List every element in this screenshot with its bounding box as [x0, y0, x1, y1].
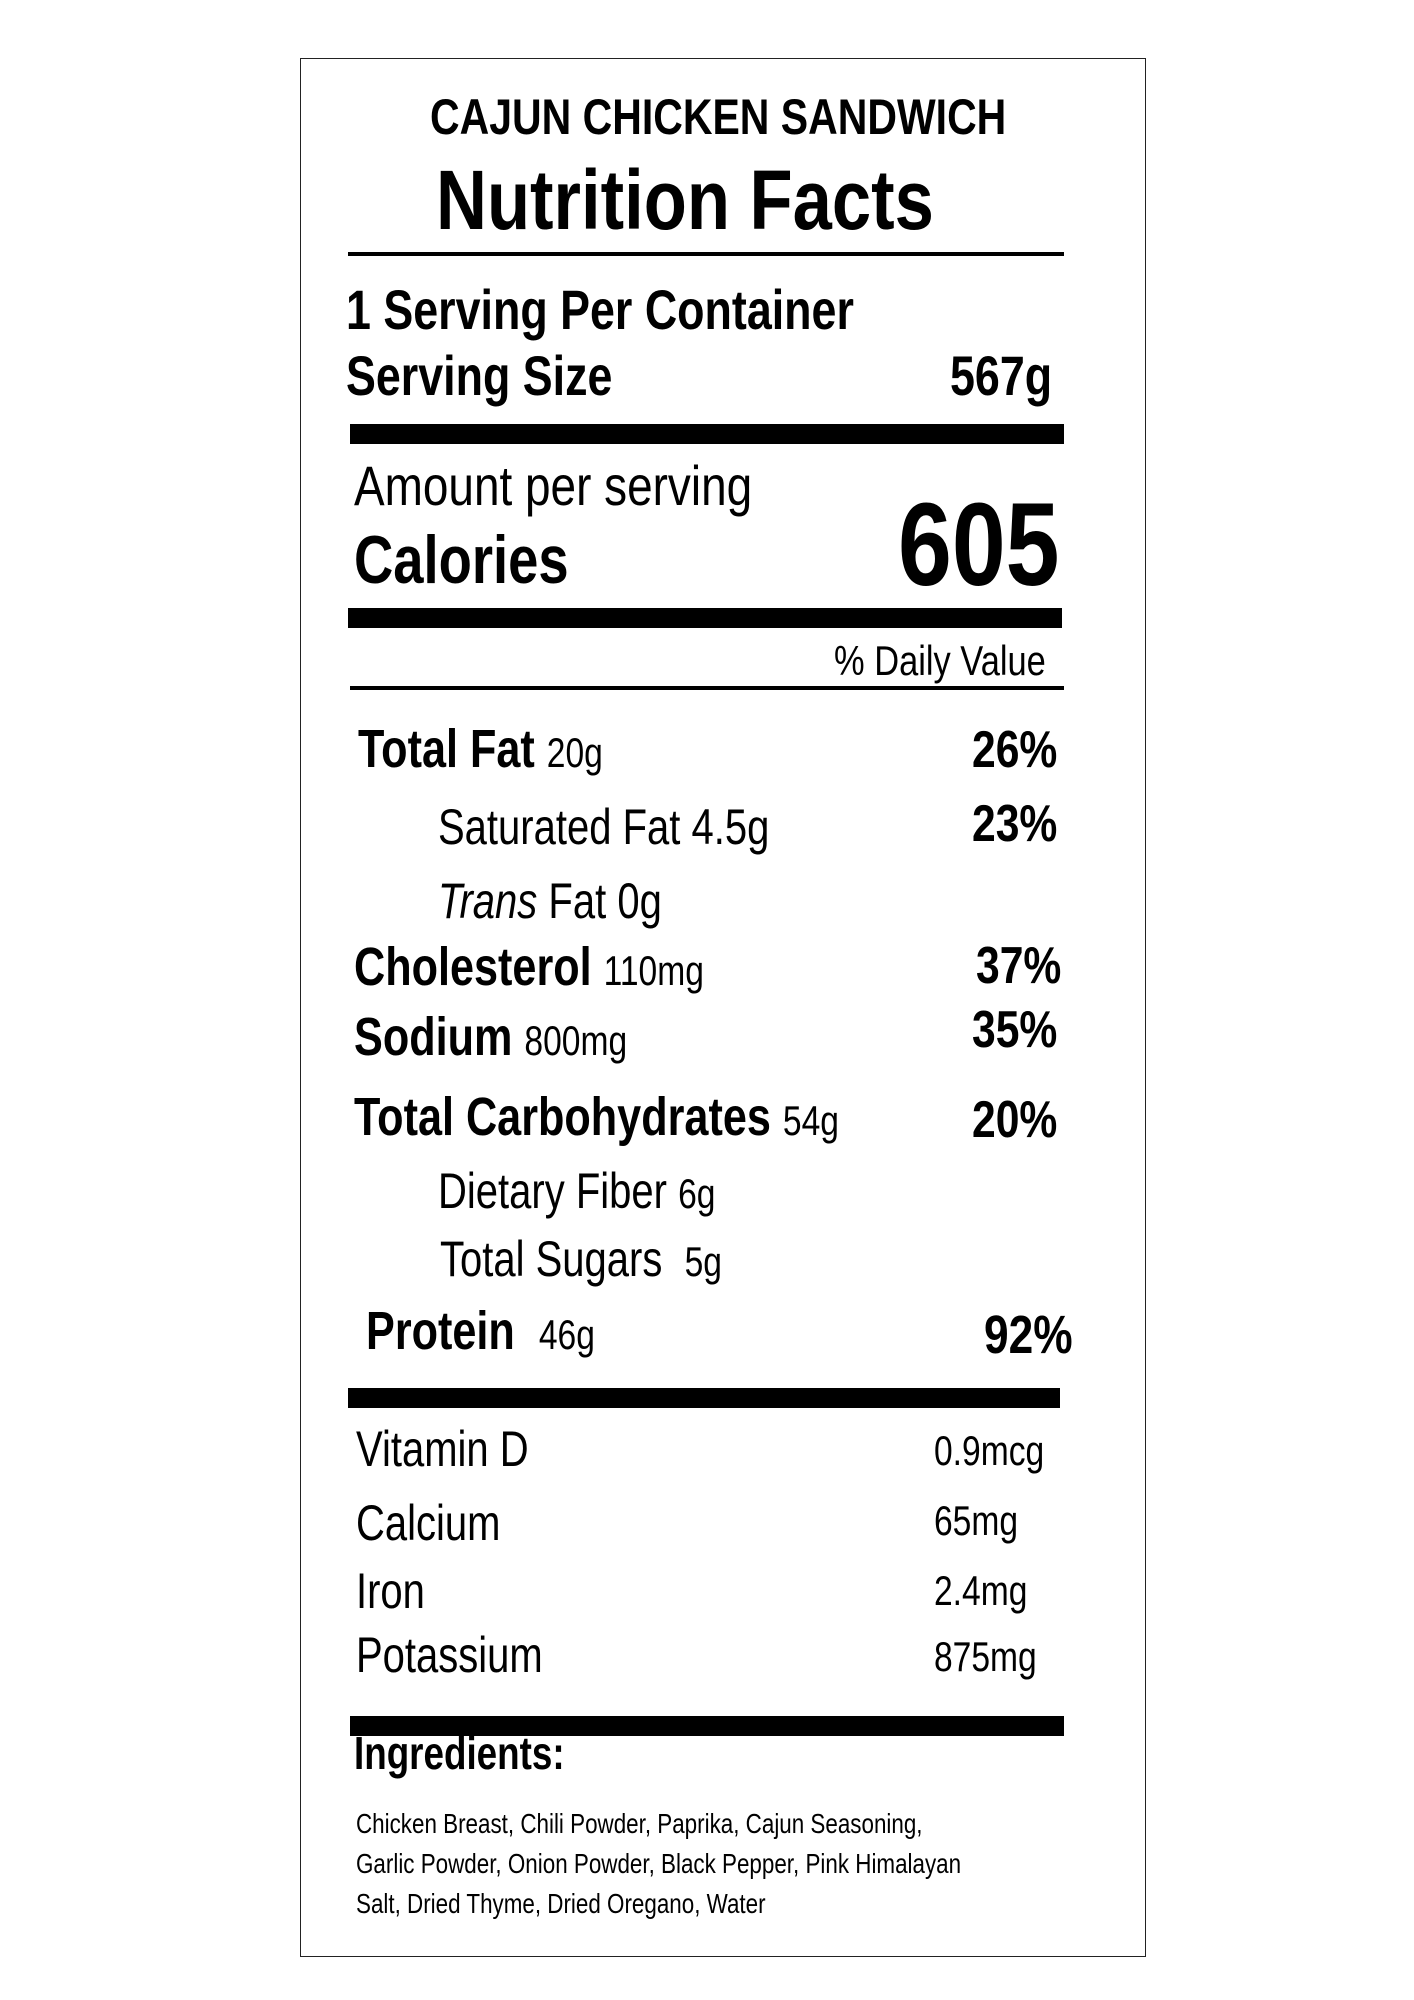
ingredients-heading-text: Ingredients: — [354, 1727, 565, 1779]
thick-divider-4 — [350, 1716, 1064, 1736]
trans-fat-row: Trans Fat 0g — [438, 876, 718, 926]
potassium-label-text: Potassium — [356, 1627, 543, 1683]
total-carbohydrates-dv: 20% — [972, 1094, 1076, 1146]
total-carbohydrates-label: Total Carbohydrates — [354, 1087, 771, 1147]
daily-value-header: % Daily Value — [834, 640, 1092, 682]
sodium-dv-text: 35% — [972, 1001, 1058, 1059]
nutrition-label — [300, 58, 1146, 1957]
ingredients-line: Salt, Dried Thyme, Dried Oregano, Water — [356, 1888, 766, 1919]
calcium-amount: 65mg — [934, 1500, 1039, 1542]
serving-size-label-text: Serving Size — [346, 344, 613, 407]
trans-fat-label: Fat — [548, 873, 607, 929]
protein-row: Protein 46g — [366, 1304, 652, 1358]
protein-dv: 92% — [984, 1308, 1092, 1362]
trans-fat-italic: Trans — [438, 873, 538, 929]
total-carbohydrates-amount: 54g — [782, 1097, 839, 1144]
amount-per-serving: Amount per serving — [354, 458, 840, 514]
cholesterol-dv-text: 37% — [976, 937, 1062, 995]
iron-label-text: Iron — [356, 1563, 425, 1619]
total-fat-dv: 26% — [972, 724, 1076, 776]
saturated-fat-row: Saturated Fat 4.5g — [438, 802, 852, 852]
heading-text: Nutrition Facts — [436, 153, 934, 247]
potassium-label: Potassium — [356, 1630, 589, 1680]
servings-text: 1 Serving Per Container — [346, 278, 854, 341]
total-carbohydrates-row: Total Carbohydrates 54g — [354, 1090, 960, 1144]
sodium-label: Sodium — [354, 1007, 513, 1067]
cholesterol-amount: 110mg — [603, 947, 704, 994]
calcium-amount-text: 65mg — [934, 1497, 1019, 1544]
total-sugars-row: Total Sugars 5g — [440, 1234, 792, 1284]
nutrition-facts-heading: Nutrition Facts — [436, 158, 1029, 242]
calories-label: Calories — [354, 526, 622, 594]
protein-dv-text: 92% — [984, 1305, 1073, 1365]
potassium-amount: 875mg — [934, 1636, 1062, 1678]
ingredients-line: Garlic Powder, Onion Powder, Black Peppe… — [356, 1848, 962, 1879]
total-sugars-label: Total Sugars — [440, 1231, 663, 1287]
thick-divider-2 — [348, 608, 1062, 628]
trans-fat-amount: 0g — [617, 873, 662, 929]
vitamin-d-amount-text: 0.9mcg — [934, 1427, 1045, 1474]
cholesterol-dv: 37% — [976, 940, 1080, 992]
daily-value-divider — [350, 686, 1064, 690]
potassium-amount-text: 875mg — [934, 1633, 1037, 1680]
ingredients-line: Chicken Breast, Chili Powder, Paprika, C… — [356, 1808, 923, 1839]
iron-amount-text: 2.4mg — [934, 1567, 1028, 1614]
dietary-fiber-label: Dietary Fiber — [438, 1163, 667, 1219]
cholesterol-row: Cholesterol 110mg — [354, 940, 791, 994]
amount-per-serving-text: Amount per serving — [354, 454, 753, 517]
calories-label-text: Calories — [354, 522, 569, 598]
total-fat-row: Total Fat 20g — [358, 722, 664, 776]
cholesterol-label: Cholesterol — [354, 937, 592, 997]
saturated-fat-amount: 4.5g — [691, 799, 770, 855]
vitamin-d-amount: 0.9mcg — [934, 1430, 1072, 1472]
calories-value: 605 — [898, 486, 1095, 604]
protein-amount: 46g — [538, 1311, 595, 1358]
saturated-fat-dv: 23% — [972, 798, 1076, 850]
protein-label: Protein — [366, 1301, 515, 1361]
iron-amount: 2.4mg — [934, 1570, 1051, 1612]
total-carbohydrates-dv-text: 20% — [972, 1091, 1058, 1149]
iron-label: Iron — [356, 1566, 442, 1616]
total-fat-label: Total Fat — [358, 719, 535, 779]
sodium-amount: 800mg — [524, 1017, 628, 1064]
vitamin-d-label: Vitamin D — [356, 1424, 572, 1474]
saturated-fat-label: Saturated Fat — [438, 799, 681, 855]
calcium-label: Calcium — [356, 1498, 537, 1548]
ingredients-heading: Ingredients: — [354, 1730, 617, 1776]
product-name-text: CAJUN CHICKEN SANDWICH — [430, 89, 1007, 145]
total-sugars-amount: 5g — [684, 1238, 722, 1285]
sodium-row: Sodium 800mg — [354, 1010, 695, 1064]
total-fat-dv-text: 26% — [972, 721, 1058, 779]
saturated-fat-dv-text: 23% — [972, 795, 1058, 853]
serving-size-value-text: 567g — [950, 344, 1053, 407]
product-name: CAJUN CHICKEN SANDWICH — [430, 92, 1133, 142]
servings-per-container: 1 Serving Per Container — [346, 282, 981, 338]
dietary-fiber-amount: 6g — [678, 1170, 716, 1217]
thick-divider-1 — [350, 424, 1064, 444]
daily-value-header-text: % Daily Value — [834, 637, 1046, 684]
header-divider — [348, 252, 1064, 256]
serving-size-value: 567g — [950, 348, 1078, 404]
thick-divider-3 — [348, 1388, 1060, 1408]
serving-size-label: Serving Size — [346, 348, 679, 404]
dietary-fiber-row: Dietary Fiber 6g — [438, 1166, 785, 1216]
ingredients-list: Chicken Breast, Chili Powder, Paprika, C… — [356, 1804, 1112, 1924]
calcium-label-text: Calcium — [356, 1495, 501, 1551]
vitamin-d-label-text: Vitamin D — [356, 1421, 529, 1477]
sodium-dv: 35% — [972, 1004, 1076, 1056]
calories-value-text: 605 — [898, 479, 1060, 611]
total-fat-amount: 20g — [546, 729, 603, 776]
